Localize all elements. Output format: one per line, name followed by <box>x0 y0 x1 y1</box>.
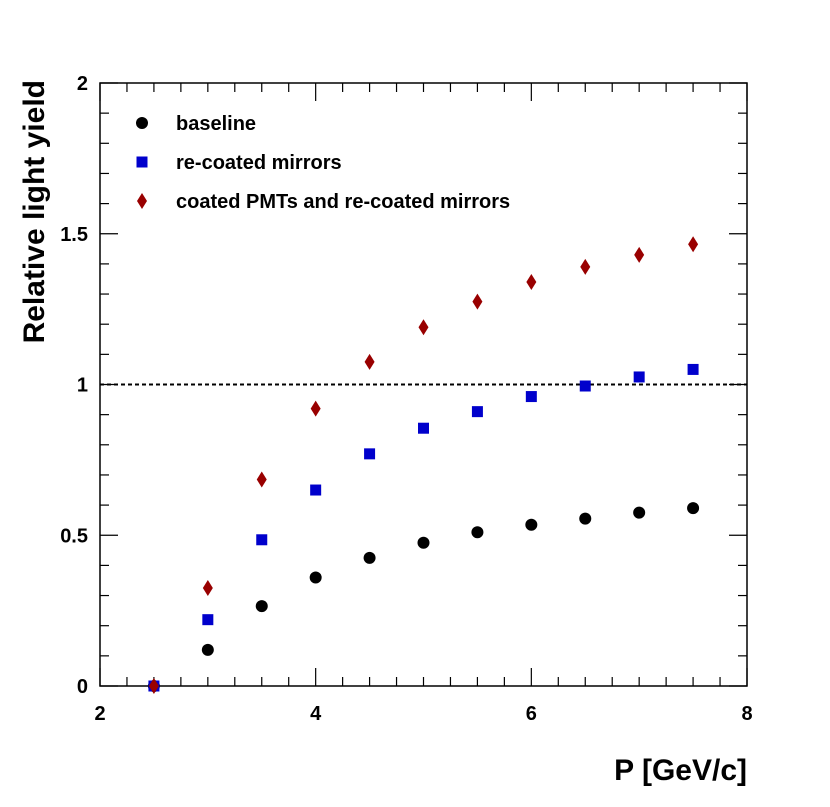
data-point-circle <box>309 571 322 584</box>
legend: baseline re-coated mirrors coated PMTs and… <box>136 113 510 213</box>
data-point-circle <box>687 502 700 515</box>
data-point-square <box>256 534 268 546</box>
y-tick-label: 2 <box>77 73 88 95</box>
legend-marker-circle <box>136 117 148 129</box>
data-point-diamond <box>526 273 537 290</box>
data-point-circle <box>471 526 484 539</box>
series-marks <box>147 236 700 694</box>
y-tick-label: 1 <box>77 375 88 397</box>
data-point-diamond <box>256 471 267 488</box>
y-tick-label: 0.5 <box>60 525 88 547</box>
legend-marker-diamond <box>137 193 147 209</box>
data-point-circle <box>255 600 268 613</box>
data-point-diamond <box>688 236 699 253</box>
x-tick-label: 8 <box>741 703 752 725</box>
data-point-diamond <box>202 580 213 597</box>
data-point-square <box>687 363 699 375</box>
data-point-diamond <box>472 293 483 310</box>
data-point-circle <box>417 536 430 549</box>
data-point-square <box>202 614 214 626</box>
data-point-square <box>310 484 322 496</box>
x-tick-label: 2 <box>94 703 105 725</box>
legend-label: baseline <box>176 113 256 135</box>
data-point-diamond <box>148 678 159 694</box>
series-square <box>148 363 699 692</box>
x-tick-label: 6 <box>526 703 537 725</box>
data-point-diamond <box>580 258 591 275</box>
y-tick-label: 0 <box>77 676 88 698</box>
data-point-square <box>364 448 376 460</box>
data-point-circle <box>633 506 646 519</box>
minor-ticks <box>100 83 747 686</box>
data-point-square <box>525 391 537 403</box>
data-point-square <box>633 371 645 383</box>
data-point-circle <box>525 518 538 531</box>
legend-label: coated PMTs and re-coated mirrors <box>176 191 510 213</box>
data-point-square <box>418 422 429 434</box>
x-tick-labels: 2 4 6 8 <box>94 703 752 725</box>
data-point-diamond <box>364 353 375 370</box>
x-tick-label: 4 <box>310 703 322 725</box>
data-point-circle <box>579 512 592 525</box>
legend-marker-square <box>136 156 148 168</box>
y-tick-labels: 0 0.5 1 1.5 2 <box>60 73 88 698</box>
plot-frame <box>99 82 748 687</box>
legend-label: re-coated mirrors <box>176 152 342 174</box>
data-point-diamond <box>310 400 321 417</box>
y-axis-label: Relative light yield <box>18 80 51 343</box>
series-diamond <box>148 236 699 694</box>
y-tick-label: 1.5 <box>60 224 88 246</box>
data-point-square <box>471 406 483 418</box>
series-circle <box>147 502 700 692</box>
data-point-circle <box>363 551 376 564</box>
data-point-diamond <box>634 246 645 263</box>
data-point-square <box>579 380 591 392</box>
data-point-diamond <box>418 319 429 336</box>
data-point-circle <box>201 643 214 656</box>
x-axis-label: P [GeV/c] <box>614 754 747 787</box>
